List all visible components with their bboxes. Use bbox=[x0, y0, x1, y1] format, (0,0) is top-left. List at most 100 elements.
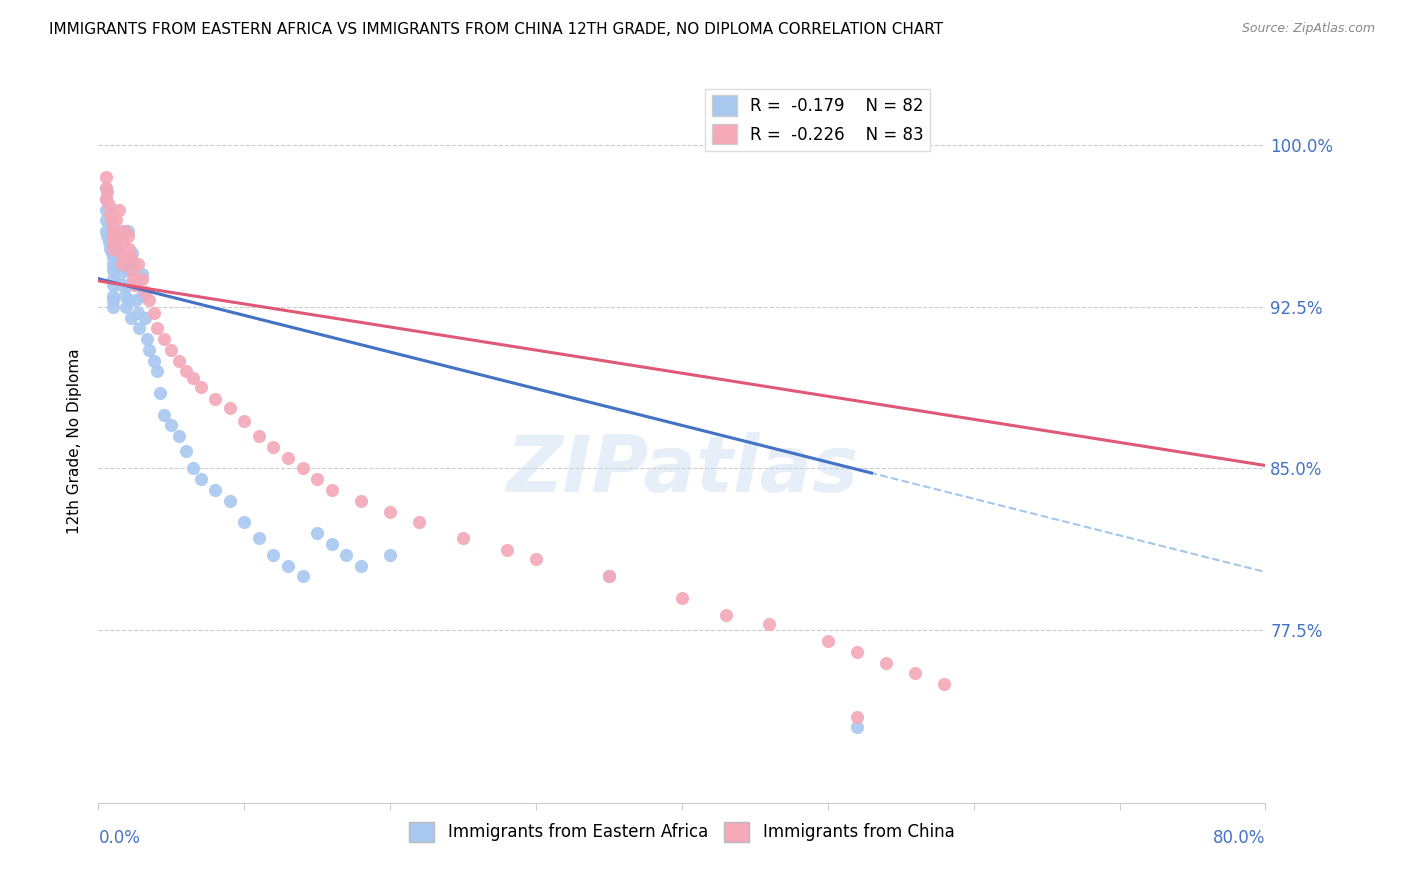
Point bbox=[104, 235, 127, 249]
Point bbox=[153, 408, 176, 422]
Point bbox=[125, 293, 148, 308]
Point bbox=[380, 548, 402, 562]
Point bbox=[135, 332, 157, 346]
Point bbox=[262, 548, 284, 562]
Text: ZIPatlas: ZIPatlas bbox=[506, 433, 858, 508]
Point bbox=[131, 268, 153, 282]
Point bbox=[124, 278, 146, 293]
Point bbox=[112, 224, 135, 238]
Point bbox=[598, 569, 620, 583]
Point bbox=[291, 461, 314, 475]
Point bbox=[138, 293, 160, 308]
Point bbox=[181, 461, 204, 475]
Point bbox=[846, 709, 869, 723]
Point bbox=[160, 343, 183, 357]
Point bbox=[115, 250, 138, 264]
Point bbox=[104, 213, 127, 227]
Point bbox=[846, 720, 869, 734]
Point bbox=[94, 202, 117, 217]
Point bbox=[934, 677, 956, 691]
Point bbox=[94, 213, 117, 227]
Text: 0.0%: 0.0% bbox=[98, 829, 141, 847]
Point bbox=[101, 300, 124, 314]
Point bbox=[101, 271, 124, 285]
Point bbox=[101, 242, 124, 256]
Point bbox=[174, 364, 197, 378]
Point bbox=[146, 321, 169, 335]
Point bbox=[142, 353, 165, 368]
Point bbox=[94, 181, 117, 195]
Point bbox=[118, 242, 141, 256]
Point bbox=[131, 271, 153, 285]
Point bbox=[277, 558, 299, 573]
Point bbox=[204, 392, 226, 407]
Point bbox=[380, 505, 402, 519]
Point bbox=[94, 224, 117, 238]
Y-axis label: 12th Grade, No Diploma: 12th Grade, No Diploma bbox=[67, 349, 83, 534]
Point bbox=[127, 257, 149, 271]
Point bbox=[98, 207, 121, 221]
Point bbox=[335, 548, 357, 562]
Point bbox=[110, 245, 132, 260]
Point bbox=[120, 310, 142, 325]
Point bbox=[108, 257, 131, 271]
Point bbox=[110, 268, 132, 282]
Point bbox=[167, 353, 190, 368]
Point bbox=[714, 608, 737, 623]
Point bbox=[153, 332, 176, 346]
Point bbox=[875, 656, 897, 670]
Point bbox=[174, 444, 197, 458]
Point bbox=[218, 401, 240, 416]
Text: IMMIGRANTS FROM EASTERN AFRICA VS IMMIGRANTS FROM CHINA 12TH GRADE, NO DIPLOMA C: IMMIGRANTS FROM EASTERN AFRICA VS IMMIGR… bbox=[49, 22, 943, 37]
Point bbox=[117, 228, 139, 243]
Point bbox=[451, 531, 474, 545]
Point bbox=[94, 170, 117, 185]
Point bbox=[128, 321, 150, 335]
Point bbox=[817, 634, 839, 648]
Legend: Immigrants from Eastern Africa, Immigrants from China: Immigrants from Eastern Africa, Immigran… bbox=[402, 815, 962, 848]
Point bbox=[105, 245, 128, 260]
Point bbox=[307, 526, 329, 541]
Point bbox=[124, 278, 146, 293]
Point bbox=[247, 531, 270, 545]
Point bbox=[598, 569, 620, 583]
Point bbox=[112, 235, 135, 249]
Point bbox=[96, 228, 118, 243]
Point bbox=[321, 537, 343, 551]
Point bbox=[190, 472, 212, 486]
Point bbox=[101, 219, 124, 234]
Point bbox=[142, 306, 165, 320]
Point bbox=[100, 213, 122, 227]
Point bbox=[122, 257, 145, 271]
Point bbox=[134, 310, 156, 325]
Point bbox=[181, 371, 204, 385]
Point bbox=[117, 263, 139, 277]
Point bbox=[321, 483, 343, 497]
Point bbox=[408, 516, 430, 530]
Point bbox=[96, 186, 118, 200]
Point bbox=[291, 569, 314, 583]
Point bbox=[277, 450, 299, 465]
Point bbox=[100, 245, 122, 260]
Point bbox=[218, 493, 240, 508]
Point bbox=[101, 257, 124, 271]
Point bbox=[671, 591, 693, 605]
Point bbox=[138, 343, 160, 357]
Point bbox=[103, 224, 125, 238]
Point bbox=[262, 440, 284, 454]
Point bbox=[117, 278, 139, 293]
Point bbox=[233, 516, 256, 530]
Point bbox=[94, 192, 117, 206]
Point bbox=[146, 364, 169, 378]
Point bbox=[101, 235, 124, 249]
Point bbox=[524, 552, 547, 566]
Point bbox=[120, 250, 142, 264]
Point bbox=[190, 379, 212, 393]
Point bbox=[101, 278, 124, 293]
Point bbox=[111, 278, 134, 293]
Point bbox=[97, 198, 120, 212]
Point bbox=[307, 472, 329, 486]
Point bbox=[114, 224, 136, 238]
Point bbox=[350, 558, 373, 573]
Point bbox=[94, 192, 117, 206]
